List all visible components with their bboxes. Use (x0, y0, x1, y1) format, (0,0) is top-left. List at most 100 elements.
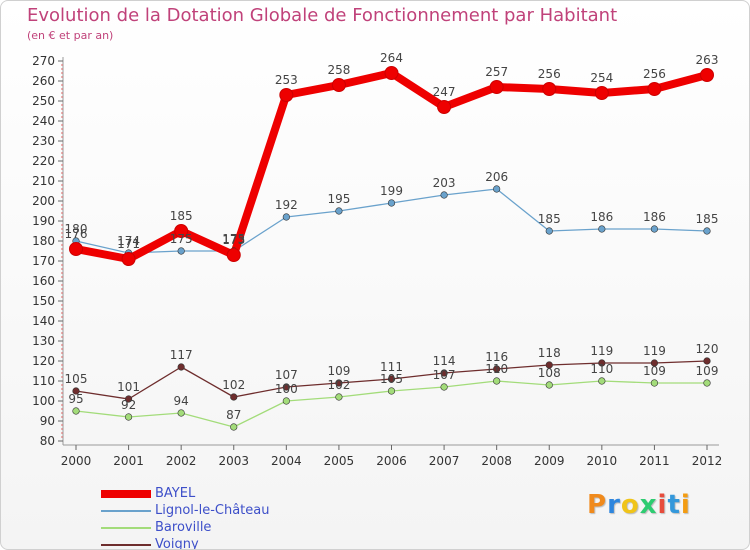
x-tick-label: 2002 (166, 454, 197, 468)
data-point (545, 227, 553, 235)
data-label: 87 (226, 408, 241, 422)
data-label: 203 (433, 176, 456, 190)
data-point (700, 68, 714, 82)
data-label: 199 (380, 184, 403, 198)
data-label: 109 (327, 364, 350, 378)
data-point (226, 248, 241, 262)
y-tick-label: 110 (32, 374, 55, 388)
legend-swatch (101, 543, 151, 546)
data-label: 186 (643, 210, 666, 224)
y-tick-label: 160 (32, 274, 55, 288)
data-label: 186 (590, 210, 613, 224)
data-label: 119 (590, 344, 613, 358)
logo-letter: r (607, 490, 621, 520)
data-label: 95 (68, 392, 83, 406)
y-tick-label: 270 (32, 54, 55, 68)
data-label: 109 (643, 364, 666, 378)
logo-letter: P (587, 490, 608, 520)
legend-label: BAYEL (155, 486, 196, 501)
data-point (545, 361, 553, 369)
legend-label: Baroville (155, 520, 212, 535)
data-label: 101 (117, 380, 140, 394)
data-point (124, 413, 133, 421)
legend-label: Lignol-le-Château (155, 503, 270, 518)
data-point (177, 409, 185, 417)
data-point (493, 377, 501, 385)
axes: 8090100110120130140150160170180190200210… (32, 54, 722, 468)
legend-label: Voigny (155, 537, 199, 550)
data-point (440, 369, 448, 377)
y-tick-label: 180 (32, 234, 55, 248)
data-point (72, 407, 80, 415)
data-point (121, 252, 136, 266)
data-label: 110 (590, 362, 613, 376)
x-tick-label: 2004 (271, 454, 302, 468)
data-point (437, 100, 452, 114)
data-point (124, 395, 133, 403)
y-tick-label: 200 (32, 194, 55, 208)
data-label: 185 (696, 212, 719, 226)
data-point (335, 393, 343, 401)
data-labels: 180 174 175 175 192 195 199 203 206 185 186 186 185 9… (65, 51, 719, 422)
y-tick-label: 250 (32, 94, 55, 108)
x-tick-label: 2007 (429, 454, 460, 468)
data-point (598, 377, 606, 385)
y-tick-label: 210 (32, 174, 55, 188)
data-point (598, 225, 606, 233)
y-tick-label: 100 (32, 394, 55, 408)
y-tick-label: 140 (32, 314, 55, 328)
legend-item: Baroville (101, 519, 270, 536)
x-tick-label: 2009 (534, 454, 565, 468)
data-point (177, 247, 185, 255)
data-label: 254 (590, 71, 613, 85)
data-label: 206 (485, 170, 508, 184)
data-label: 117 (170, 348, 193, 362)
y-tick-label: 220 (32, 154, 55, 168)
data-label: 119 (643, 344, 666, 358)
data-point (69, 242, 83, 256)
data-label: 264 (380, 51, 403, 65)
data-point (177, 363, 185, 371)
data-point (542, 82, 557, 96)
data-point (387, 387, 396, 395)
data-point (174, 224, 189, 238)
data-point (384, 66, 399, 80)
data-label: 92 (121, 398, 136, 412)
data-point (489, 80, 504, 94)
data-point (279, 88, 294, 102)
data-label: 94 (174, 394, 189, 408)
legend-swatch (101, 509, 151, 512)
logo-letter: i (657, 490, 668, 520)
y-tick-label: 90 (40, 414, 55, 428)
data-point (545, 381, 553, 389)
data-label: 175 (222, 232, 245, 246)
data-label: 102 (222, 378, 245, 392)
x-tick-label: 2005 (324, 454, 355, 468)
y-tick-label: 120 (32, 354, 55, 368)
legend-item: BAYEL (101, 485, 270, 502)
x-tick-label: 2008 (481, 454, 512, 468)
y-tick-label: 190 (32, 214, 55, 228)
data-point (594, 86, 609, 100)
x-tick-label: 2001 (113, 454, 144, 468)
data-label: 100 (275, 382, 298, 396)
chart-subtitle: (en € et par an) (27, 29, 114, 42)
data-point (387, 199, 396, 207)
data-label: 120 (696, 342, 719, 356)
data-point (440, 383, 448, 391)
x-tick-label: 2012 (692, 454, 723, 468)
data-label: 256 (538, 67, 561, 81)
x-tick-label: 2011 (639, 454, 670, 468)
data-point (331, 78, 346, 92)
proxiti-logo: Proxiti (587, 490, 691, 520)
legend-swatch (101, 526, 151, 529)
data-point (493, 185, 501, 193)
data-label: 118 (538, 346, 561, 360)
data-label: 185 (170, 209, 193, 223)
data-label: 109 (696, 364, 719, 378)
data-point (440, 191, 448, 199)
x-tick-label: 2010 (587, 454, 618, 468)
data-point (493, 365, 501, 373)
logo-letter: i (680, 490, 691, 520)
